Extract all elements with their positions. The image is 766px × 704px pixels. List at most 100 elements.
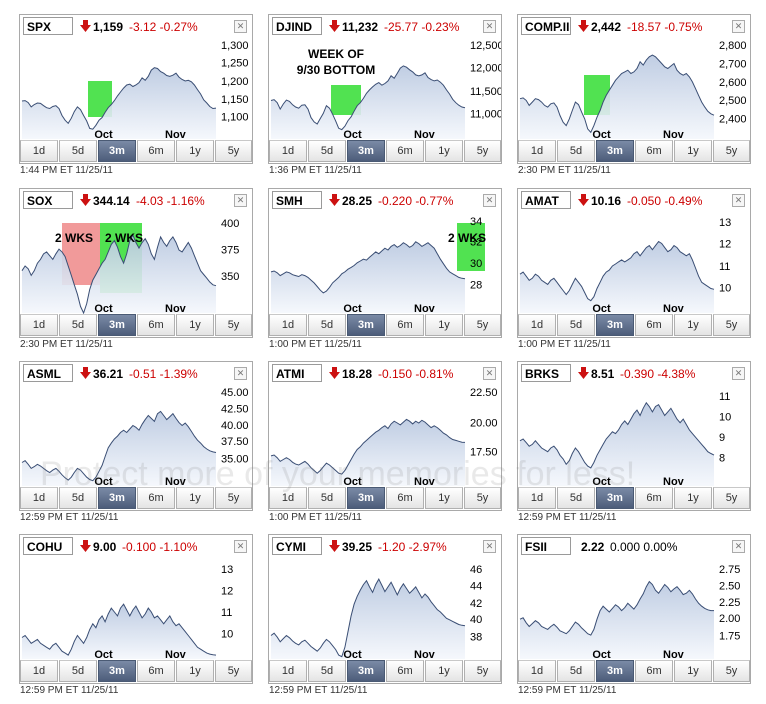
tab-6m[interactable]: 6m bbox=[635, 314, 673, 336]
tab-5d[interactable]: 5d bbox=[557, 314, 595, 336]
tab-1y[interactable]: 1y bbox=[674, 487, 712, 509]
close-icon[interactable]: ✕ bbox=[483, 540, 496, 553]
tab-1y[interactable]: 1y bbox=[674, 314, 712, 336]
tab-5y[interactable]: 5y bbox=[713, 314, 750, 336]
symbol-field[interactable]: SMH bbox=[272, 191, 322, 209]
tab-5d[interactable]: 5d bbox=[59, 487, 97, 509]
tab-6m[interactable]: 6m bbox=[386, 314, 424, 336]
tab-5d[interactable]: 5d bbox=[557, 660, 595, 682]
tab-1d[interactable]: 1d bbox=[518, 140, 556, 162]
tab-3m[interactable]: 3m bbox=[347, 140, 385, 162]
tab-1y[interactable]: 1y bbox=[176, 314, 214, 336]
tab-3m[interactable]: 3m bbox=[596, 487, 634, 509]
tab-5y[interactable]: 5y bbox=[215, 487, 252, 509]
close-icon[interactable]: ✕ bbox=[234, 367, 247, 380]
symbol-field[interactable]: SPX bbox=[23, 17, 73, 35]
tab-5d[interactable]: 5d bbox=[557, 487, 595, 509]
tab-3m[interactable]: 3m bbox=[347, 487, 385, 509]
tab-5y[interactable]: 5y bbox=[713, 660, 750, 682]
close-icon[interactable]: ✕ bbox=[732, 20, 745, 33]
tab-1y[interactable]: 1y bbox=[425, 660, 463, 682]
tab-1d[interactable]: 1d bbox=[20, 660, 58, 682]
tab-1y[interactable]: 1y bbox=[425, 487, 463, 509]
symbol-field[interactable]: ATMI bbox=[272, 364, 322, 382]
tab-5d[interactable]: 5d bbox=[59, 314, 97, 336]
tab-5y[interactable]: 5y bbox=[215, 140, 252, 162]
tab-5d[interactable]: 5d bbox=[308, 140, 346, 162]
tab-1d[interactable]: 1d bbox=[269, 660, 307, 682]
tab-1d[interactable]: 1d bbox=[20, 487, 58, 509]
tab-1y[interactable]: 1y bbox=[425, 140, 463, 162]
tab-1d[interactable]: 1d bbox=[518, 660, 556, 682]
close-icon[interactable]: ✕ bbox=[483, 367, 496, 380]
tab-6m[interactable]: 6m bbox=[635, 660, 673, 682]
tab-5d[interactable]: 5d bbox=[308, 487, 346, 509]
tab-5d[interactable]: 5d bbox=[59, 140, 97, 162]
tab-6m[interactable]: 6m bbox=[386, 487, 424, 509]
symbol-field[interactable]: FSII bbox=[521, 537, 571, 555]
tab-1y[interactable]: 1y bbox=[425, 314, 463, 336]
tab-5y[interactable]: 5y bbox=[464, 314, 501, 336]
tab-1y[interactable]: 1y bbox=[176, 660, 214, 682]
tab-3m[interactable]: 3m bbox=[596, 140, 634, 162]
tab-6m[interactable]: 6m bbox=[137, 140, 175, 162]
close-icon[interactable]: ✕ bbox=[483, 20, 496, 33]
tab-1d[interactable]: 1d bbox=[518, 314, 556, 336]
series-area bbox=[22, 67, 216, 139]
tab-6m[interactable]: 6m bbox=[635, 140, 673, 162]
symbol-field[interactable]: SOX bbox=[23, 191, 73, 209]
tab-6m[interactable]: 6m bbox=[137, 487, 175, 509]
x-tick-label: Oct bbox=[343, 129, 362, 141]
tab-3m[interactable]: 3m bbox=[596, 314, 634, 336]
tab-3m[interactable]: 3m bbox=[98, 660, 136, 682]
tab-1d[interactable]: 1d bbox=[269, 140, 307, 162]
close-icon[interactable]: ✕ bbox=[732, 540, 745, 553]
tab-5y[interactable]: 5y bbox=[215, 314, 252, 336]
tab-1d[interactable]: 1d bbox=[269, 314, 307, 336]
tab-5y[interactable]: 5y bbox=[713, 487, 750, 509]
tab-5d[interactable]: 5d bbox=[308, 314, 346, 336]
tab-5y[interactable]: 5y bbox=[464, 660, 501, 682]
tab-5y[interactable]: 5y bbox=[464, 140, 501, 162]
symbol-field[interactable]: CYMI bbox=[272, 537, 322, 555]
symbol-field[interactable]: DJIND bbox=[272, 17, 322, 35]
tab-6m[interactable]: 6m bbox=[137, 660, 175, 682]
tab-1y[interactable]: 1y bbox=[176, 140, 214, 162]
tab-1d[interactable]: 1d bbox=[20, 314, 58, 336]
tab-6m[interactable]: 6m bbox=[635, 487, 673, 509]
tab-3m[interactable]: 3m bbox=[98, 140, 136, 162]
tab-5y[interactable]: 5y bbox=[215, 660, 252, 682]
tab-1d[interactable]: 1d bbox=[269, 487, 307, 509]
close-icon[interactable]: ✕ bbox=[234, 194, 247, 207]
tab-3m[interactable]: 3m bbox=[596, 660, 634, 682]
symbol-field[interactable]: ASML bbox=[23, 364, 73, 382]
x-tick-label: Nov bbox=[663, 303, 685, 315]
symbol-field[interactable]: COMP.II bbox=[521, 17, 571, 35]
tab-3m[interactable]: 3m bbox=[98, 487, 136, 509]
tab-3m[interactable]: 3m bbox=[98, 314, 136, 336]
tab-5d[interactable]: 5d bbox=[308, 660, 346, 682]
tab-1y[interactable]: 1y bbox=[674, 140, 712, 162]
tab-1y[interactable]: 1y bbox=[176, 487, 214, 509]
tab-1d[interactable]: 1d bbox=[518, 487, 556, 509]
symbol-field[interactable]: AMAT bbox=[521, 191, 571, 209]
tab-5d[interactable]: 5d bbox=[557, 140, 595, 162]
symbol-field[interactable]: COHU bbox=[23, 537, 73, 555]
series-area bbox=[22, 235, 216, 313]
close-icon[interactable]: ✕ bbox=[234, 540, 247, 553]
tab-6m[interactable]: 6m bbox=[386, 660, 424, 682]
close-icon[interactable]: ✕ bbox=[483, 194, 496, 207]
tab-5y[interactable]: 5y bbox=[464, 487, 501, 509]
tab-6m[interactable]: 6m bbox=[137, 314, 175, 336]
tab-1d[interactable]: 1d bbox=[20, 140, 58, 162]
close-icon[interactable]: ✕ bbox=[732, 194, 745, 207]
tab-5d[interactable]: 5d bbox=[59, 660, 97, 682]
tab-1y[interactable]: 1y bbox=[674, 660, 712, 682]
close-icon[interactable]: ✕ bbox=[234, 20, 247, 33]
close-icon[interactable]: ✕ bbox=[732, 367, 745, 380]
symbol-field[interactable]: BRKS bbox=[521, 364, 571, 382]
tab-3m[interactable]: 3m bbox=[347, 660, 385, 682]
tab-5y[interactable]: 5y bbox=[713, 140, 750, 162]
tab-6m[interactable]: 6m bbox=[386, 140, 424, 162]
tab-3m[interactable]: 3m bbox=[347, 314, 385, 336]
